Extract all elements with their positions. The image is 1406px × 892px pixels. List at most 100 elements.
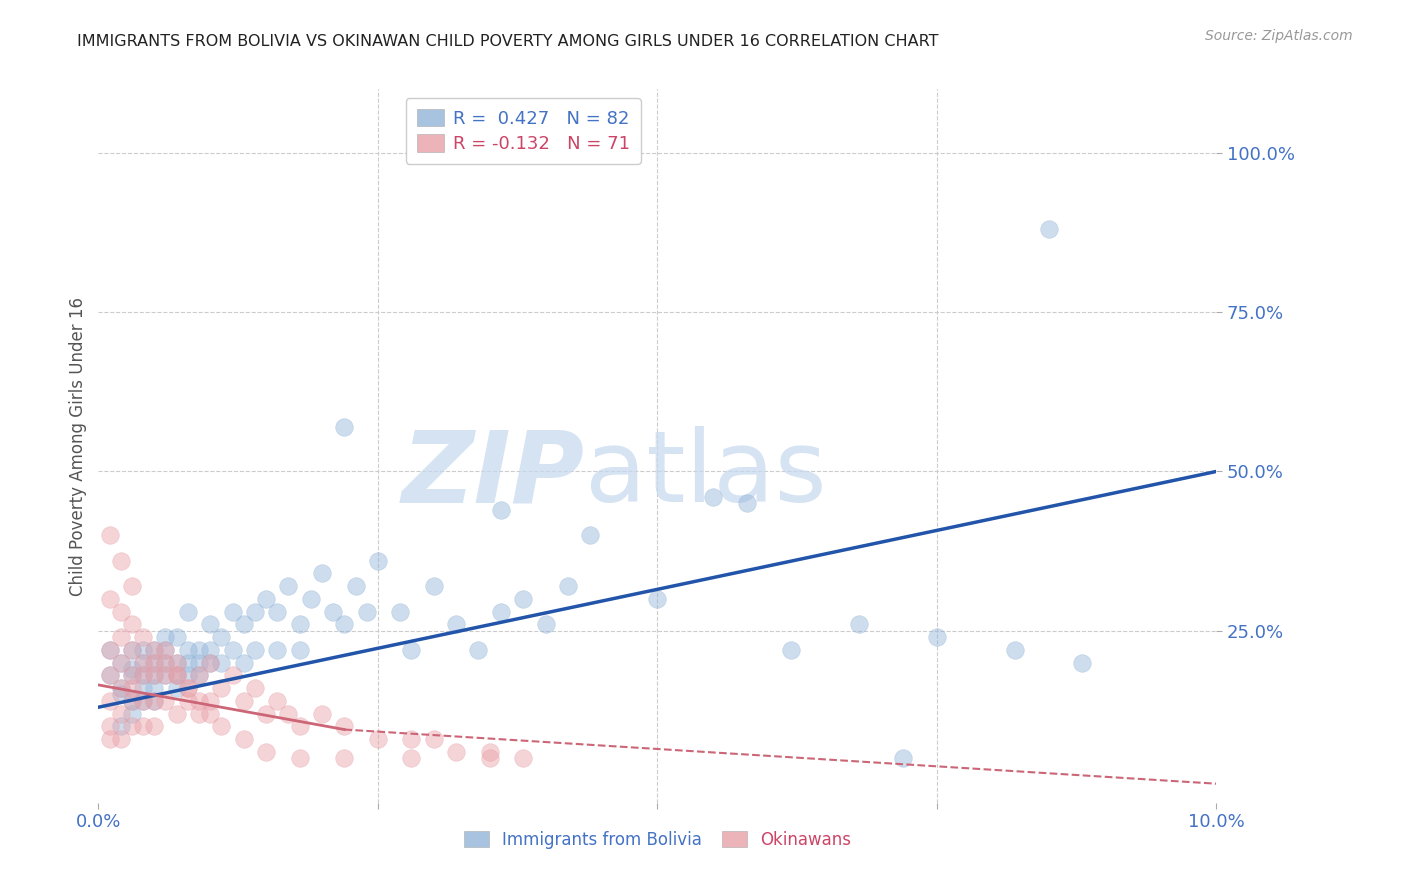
- Point: [98, 668, 121, 682]
- Point: [110, 732, 132, 747]
- Point: [166, 681, 188, 695]
- Point: [132, 668, 155, 682]
- Point: [288, 617, 311, 632]
- Point: [121, 694, 143, 708]
- Point: [110, 688, 132, 702]
- Point: [132, 656, 155, 670]
- Point: [121, 643, 143, 657]
- Point: [512, 591, 534, 606]
- Point: [121, 694, 143, 708]
- Point: [401, 751, 423, 765]
- Point: [311, 566, 333, 581]
- Point: [200, 656, 222, 670]
- Point: [188, 643, 211, 657]
- Point: [232, 694, 254, 708]
- Point: [891, 751, 914, 765]
- Y-axis label: Child Poverty Among Girls Under 16: Child Poverty Among Girls Under 16: [69, 296, 87, 596]
- Point: [143, 656, 166, 670]
- Point: [254, 706, 277, 721]
- Point: [243, 605, 266, 619]
- Text: IMMIGRANTS FROM BOLIVIA VS OKINAWAN CHILD POVERTY AMONG GIRLS UNDER 16 CORRELATI: IMMIGRANTS FROM BOLIVIA VS OKINAWAN CHIL…: [77, 34, 939, 49]
- Point: [121, 668, 143, 682]
- Point: [780, 643, 803, 657]
- Point: [177, 643, 200, 657]
- Point: [647, 591, 669, 606]
- Point: [155, 643, 177, 657]
- Point: [512, 751, 534, 765]
- Point: [266, 643, 288, 657]
- Point: [121, 706, 143, 721]
- Point: [277, 706, 299, 721]
- Point: [221, 605, 243, 619]
- Legend: Immigrants from Bolivia, Okinawans: Immigrants from Bolivia, Okinawans: [454, 821, 860, 859]
- Point: [299, 591, 322, 606]
- Point: [188, 706, 211, 721]
- Text: Source: ZipAtlas.com: Source: ZipAtlas.com: [1205, 29, 1353, 43]
- Point: [166, 668, 188, 682]
- Point: [333, 719, 356, 733]
- Point: [132, 694, 155, 708]
- Point: [132, 656, 155, 670]
- Point: [367, 732, 389, 747]
- Point: [200, 643, 222, 657]
- Point: [489, 605, 512, 619]
- Point: [98, 719, 121, 733]
- Point: [1071, 656, 1094, 670]
- Point: [98, 591, 121, 606]
- Point: [333, 420, 356, 434]
- Point: [401, 732, 423, 747]
- Point: [166, 668, 188, 682]
- Point: [132, 719, 155, 733]
- Point: [121, 668, 143, 682]
- Point: [177, 656, 200, 670]
- Point: [288, 719, 311, 733]
- Point: [232, 732, 254, 747]
- Point: [143, 668, 166, 682]
- Point: [925, 630, 948, 644]
- Point: [132, 681, 155, 695]
- Point: [209, 719, 232, 733]
- Point: [98, 668, 121, 682]
- Point: [177, 681, 200, 695]
- Point: [356, 605, 378, 619]
- Point: [155, 630, 177, 644]
- Point: [277, 579, 299, 593]
- Point: [188, 694, 211, 708]
- Point: [143, 643, 166, 657]
- Point: [155, 694, 177, 708]
- Point: [467, 643, 489, 657]
- Point: [177, 694, 200, 708]
- Point: [188, 668, 211, 682]
- Point: [401, 643, 423, 657]
- Point: [188, 668, 211, 682]
- Point: [478, 751, 501, 765]
- Point: [155, 668, 177, 682]
- Point: [166, 656, 188, 670]
- Point: [209, 681, 232, 695]
- Point: [121, 681, 143, 695]
- Point: [444, 745, 467, 759]
- Point: [166, 630, 188, 644]
- Point: [200, 706, 222, 721]
- Point: [311, 706, 333, 721]
- Point: [188, 656, 211, 670]
- Point: [333, 751, 356, 765]
- Point: [143, 719, 166, 733]
- Point: [166, 668, 188, 682]
- Point: [254, 591, 277, 606]
- Point: [132, 630, 155, 644]
- Point: [209, 656, 232, 670]
- Point: [143, 643, 166, 657]
- Point: [98, 643, 121, 657]
- Point: [557, 579, 579, 593]
- Point: [534, 617, 557, 632]
- Point: [1004, 643, 1026, 657]
- Point: [155, 656, 177, 670]
- Point: [423, 579, 446, 593]
- Point: [735, 496, 758, 510]
- Point: [344, 579, 367, 593]
- Point: [478, 745, 501, 759]
- Point: [132, 668, 155, 682]
- Point: [121, 662, 143, 676]
- Point: [848, 617, 870, 632]
